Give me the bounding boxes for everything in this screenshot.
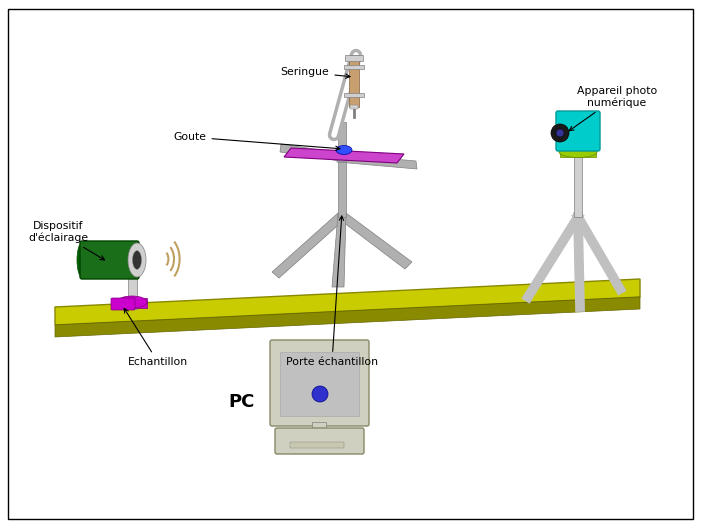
Polygon shape <box>284 148 404 163</box>
Text: PC: PC <box>229 393 256 411</box>
Polygon shape <box>337 154 417 169</box>
FancyBboxPatch shape <box>270 340 369 426</box>
Text: Dispositif
d'éclairage: Dispositif d'éclairage <box>28 221 105 260</box>
Ellipse shape <box>128 243 146 277</box>
Polygon shape <box>55 279 640 325</box>
Bar <box>574 152 582 217</box>
Polygon shape <box>280 144 347 162</box>
Bar <box>350 105 358 109</box>
Bar <box>280 352 359 416</box>
FancyBboxPatch shape <box>556 111 600 151</box>
FancyBboxPatch shape <box>80 241 139 279</box>
Ellipse shape <box>559 147 597 158</box>
Text: Seringue: Seringue <box>281 67 350 79</box>
Bar <box>344 65 364 69</box>
FancyBboxPatch shape <box>275 428 364 454</box>
Bar <box>560 149 596 157</box>
Bar <box>345 55 363 61</box>
Polygon shape <box>332 213 346 287</box>
Text: Echantillon: Echantillon <box>124 308 188 367</box>
FancyBboxPatch shape <box>111 298 135 310</box>
Polygon shape <box>339 213 412 269</box>
Ellipse shape <box>133 251 142 269</box>
Polygon shape <box>55 297 640 337</box>
Circle shape <box>312 386 328 402</box>
Bar <box>349 55 359 107</box>
Ellipse shape <box>77 243 87 277</box>
Bar <box>338 122 346 217</box>
Polygon shape <box>272 213 345 278</box>
Bar <box>117 298 147 308</box>
Circle shape <box>551 124 569 142</box>
Ellipse shape <box>336 145 352 154</box>
Bar <box>290 442 344 448</box>
Circle shape <box>556 129 564 137</box>
Text: Porte échantillon: Porte échantillon <box>286 216 378 367</box>
Text: Appareil photo
numérique: Appareil photo numérique <box>569 86 657 131</box>
Bar <box>128 264 137 309</box>
Ellipse shape <box>117 296 147 308</box>
Bar <box>312 422 326 430</box>
Bar <box>344 93 364 97</box>
Text: Goute: Goute <box>173 132 340 151</box>
